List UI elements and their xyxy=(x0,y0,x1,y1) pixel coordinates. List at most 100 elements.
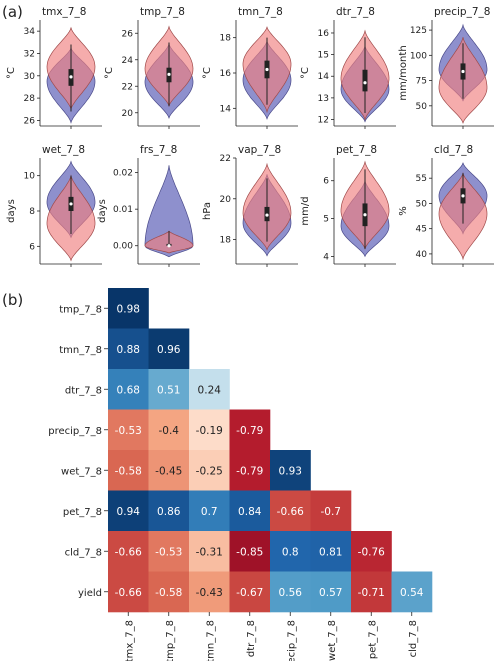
cell-value: 0.94 xyxy=(117,506,141,518)
heatmap-cell xyxy=(148,450,190,491)
cell-value: -0.71 xyxy=(358,587,385,599)
panel-title: frs_7_8 xyxy=(140,144,177,156)
cell-value: -0.66 xyxy=(277,506,304,518)
y-axis-label: °C xyxy=(300,67,311,79)
heatmap-cell xyxy=(108,288,149,329)
y-axis-label: days xyxy=(97,199,108,223)
heatmap-cell xyxy=(108,369,149,410)
col-label: wet_7_8 xyxy=(327,620,338,661)
y-tick-label: 13 xyxy=(318,94,329,104)
panel-title: wet_7_8 xyxy=(42,144,85,156)
violin-panels: tmx_7_82628303234°Ctmp_7_820222426°Ctmn_… xyxy=(6,6,494,267)
heatmap-cell xyxy=(310,531,352,572)
y-tick-label: 24 xyxy=(122,56,134,66)
cell-value: 0.57 xyxy=(319,587,342,599)
col-label: cld_7_8 xyxy=(408,620,419,657)
box-median xyxy=(265,67,269,72)
heatmap-cell xyxy=(351,571,392,613)
y-axis-label: °C xyxy=(6,67,17,79)
y-tick-label: 6 xyxy=(323,177,329,187)
cell-value: -0.4 xyxy=(159,425,180,437)
panel-title: precip_7_8 xyxy=(434,6,490,18)
box-median xyxy=(69,75,73,79)
heatmap-cell xyxy=(229,571,271,613)
cell-value: -0.25 xyxy=(196,465,223,477)
y-tick-label: 75 xyxy=(416,77,427,87)
box-median xyxy=(363,213,367,217)
row-label: cld_7_8 xyxy=(65,547,102,558)
y-tick-label: 22 xyxy=(122,82,133,92)
y-tick-label: 14 xyxy=(318,72,330,82)
correlation-heatmap: tmp_7_8 0.98 tmn_7_8 0.88 0.96 dtr_7_8 0.68 0.5… xyxy=(48,288,433,661)
panel-title: tmx_7_8 xyxy=(42,6,86,18)
box-median xyxy=(461,194,465,198)
violin-panel: wet_7_8 6 8 10 days xyxy=(6,144,102,267)
row-label: precip_7_8 xyxy=(48,426,102,437)
cell-value: 0.56 xyxy=(279,587,303,599)
cell-value: -0.58 xyxy=(115,465,142,477)
row-label: pet_7_8 xyxy=(63,507,102,518)
y-tick-label: 20 xyxy=(220,195,232,205)
heatmap-cell xyxy=(310,490,352,532)
cell-value: 0.7 xyxy=(201,506,218,518)
y-tick-label: 0.01 xyxy=(113,205,133,215)
row-label: wet_7_8 xyxy=(61,466,102,477)
heatmap-cell xyxy=(148,531,190,572)
cell-value: 0.84 xyxy=(238,506,262,518)
cell-value: 0.88 xyxy=(117,344,140,356)
cell-value: -0.53 xyxy=(155,546,182,558)
heatmap-cell xyxy=(270,571,311,613)
heatmap-cell xyxy=(270,450,311,491)
y-tick-label: 0.00 xyxy=(113,242,133,252)
y-tick-label: 34 xyxy=(24,27,36,37)
row-label: tmn_7_8 xyxy=(59,345,102,356)
row-label: yield xyxy=(78,588,102,599)
y-tick-label: 8 xyxy=(29,207,35,217)
heatmap-cell xyxy=(270,490,311,532)
cell-value: -0.31 xyxy=(196,546,223,558)
box-median xyxy=(167,72,171,76)
box-median xyxy=(167,244,171,248)
y-tick-label: 0.02 xyxy=(113,169,133,179)
violin-panel: tmp_7_8 20 22 24 26 °C xyxy=(104,6,200,129)
y-tick-label: 32 xyxy=(24,49,35,59)
y-tick-label: 16 xyxy=(318,29,330,39)
heatmap-cell xyxy=(189,450,230,491)
box-median xyxy=(363,81,367,85)
y-tick-label: 4 xyxy=(323,252,329,262)
cell-value: 0.93 xyxy=(279,465,302,477)
panel-title: tmp_7_8 xyxy=(140,6,185,18)
y-tick-label: 18 xyxy=(220,34,232,44)
col-label: tmn_7_8 xyxy=(205,620,216,661)
cell-value: 0.86 xyxy=(157,506,181,518)
y-tick-label: 100 xyxy=(410,51,427,61)
cell-value: -0.7 xyxy=(321,506,342,518)
heatmap-cell xyxy=(310,571,352,613)
panel-title: pet_7_8 xyxy=(336,144,377,156)
cell-value: -0.45 xyxy=(155,465,182,477)
col-label: dtr_7_8 xyxy=(246,620,257,657)
violin-panel: cld_7_8 40 45 50 55% xyxy=(398,144,494,267)
y-axis-label: °C xyxy=(104,67,115,79)
cell-value: 0.54 xyxy=(400,587,424,599)
heatmap-cell xyxy=(229,409,271,451)
violin-panel: tmx_7_8 26 28 30 32 34 °C xyxy=(6,6,102,129)
violin-blue xyxy=(144,165,194,258)
cell-value: -0.66 xyxy=(115,546,142,558)
heatmap-cell xyxy=(148,409,190,451)
y-axis-label: % xyxy=(398,206,409,216)
y-axis-label: hPa xyxy=(202,202,213,220)
y-tick-label: 10 xyxy=(24,172,36,182)
y-tick-label: 22 xyxy=(220,154,231,164)
y-tick-label: 15 xyxy=(318,51,329,61)
row-label: tmp_7_8 xyxy=(59,304,102,315)
heatmap-cell xyxy=(270,531,311,572)
y-axis-label: °C xyxy=(202,67,213,79)
cell-value: 0.68 xyxy=(117,384,140,396)
heatmap-cell xyxy=(108,571,149,613)
heatmap-cell xyxy=(108,409,149,451)
panel-title: dtr_7_8 xyxy=(336,6,375,18)
y-tick-label: 20 xyxy=(122,109,134,119)
